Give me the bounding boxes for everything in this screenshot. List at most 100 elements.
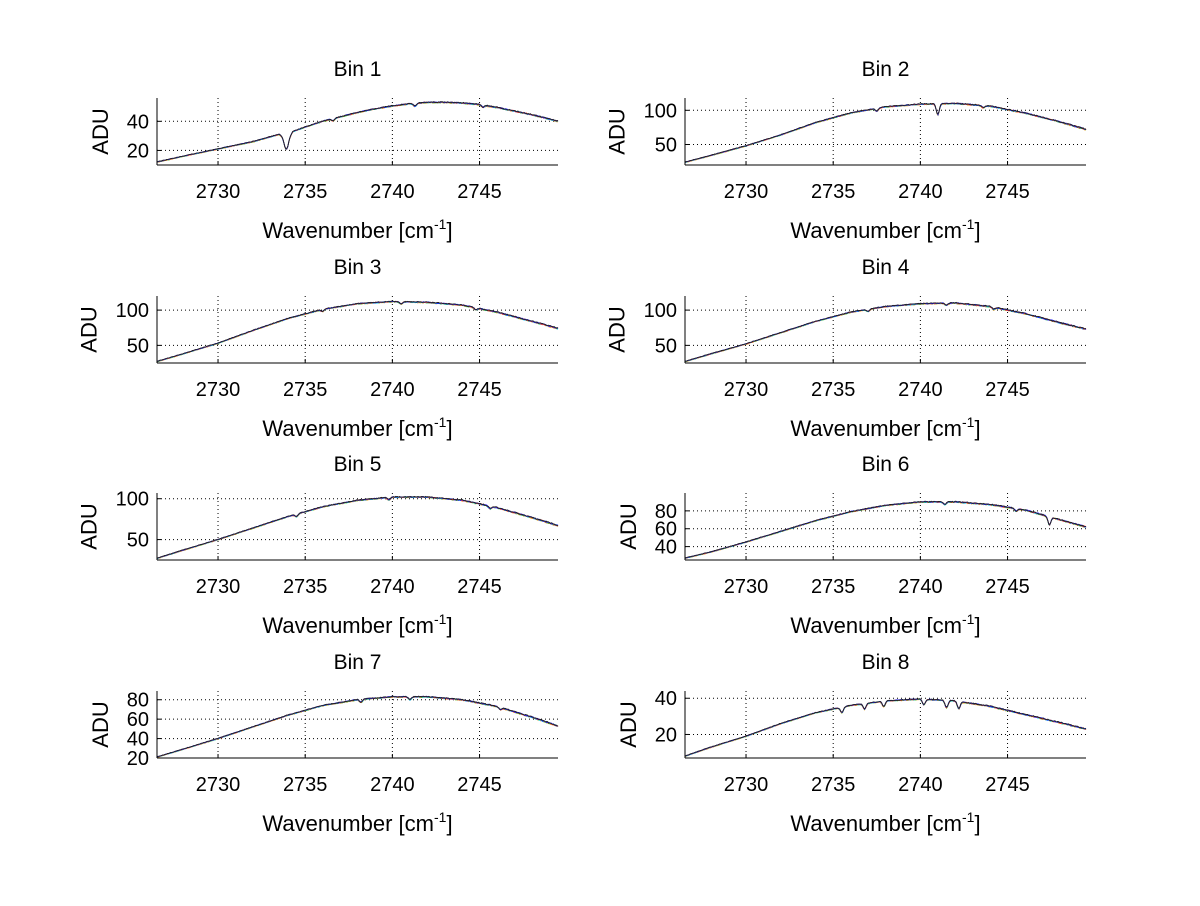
y-tick-label: 80	[127, 690, 149, 712]
y-tick-label: 40	[127, 111, 149, 133]
y-tick-label: 50	[655, 335, 677, 357]
x-tick-label: 2730	[196, 181, 241, 203]
x-tick-label: 2735	[811, 379, 856, 401]
x-tick-label: 2740	[898, 774, 943, 796]
spectrum-trace-6	[684, 102, 1087, 163]
y-tick-label: 20	[127, 748, 149, 770]
x-tick-label: 2745	[985, 576, 1030, 598]
y-axis-label: ADU	[605, 306, 630, 352]
subplot-title: Bin 5	[334, 453, 382, 476]
x-axis-label: Wavenumber [cm-1]	[790, 414, 980, 441]
y-tick-label: 60	[127, 709, 149, 731]
spectrum-trace-6	[156, 495, 559, 559]
x-axis-label: Wavenumber [cm-1]	[262, 216, 452, 243]
x-axis-label: Wavenumber [cm-1]	[790, 216, 980, 243]
subplot-title: Bin 8	[862, 651, 910, 674]
y-axis-label: ADU	[88, 701, 113, 747]
x-tick-label: 2730	[724, 379, 769, 401]
y-tick-label: 100	[644, 100, 677, 122]
x-tick-label: 2730	[724, 181, 769, 203]
x-tick-label: 2730	[196, 379, 241, 401]
x-axis-label: Wavenumber [cm-1]	[262, 809, 452, 836]
spectrum-trace-6	[684, 500, 1087, 559]
subplot-title: Bin 6	[862, 453, 910, 476]
axes-background	[685, 691, 1086, 758]
x-axis-label: Wavenumber [cm-1]	[790, 809, 980, 836]
x-tick-label: 2745	[985, 181, 1030, 203]
subplot-bin-5: 2730 2735 2740 2745 50 100 Bin 5 Wavenumber [cm…	[77, 453, 559, 638]
x-tick-label: 2740	[370, 576, 415, 598]
subplot-bin-3: 2730 2735 2740 2745 50 100 Bin 3 Wavenumber [cm…	[77, 256, 559, 441]
spectrum-trace-6	[684, 698, 1087, 757]
y-axis-label: ADU	[88, 108, 113, 154]
x-tick-label: 2735	[811, 774, 856, 796]
subplot-title: Bin 3	[334, 256, 382, 279]
y-tick-label: 50	[127, 530, 149, 552]
y-tick-label: 20	[127, 140, 149, 162]
x-tick-label: 2745	[457, 379, 502, 401]
subplot-title: Bin 1	[334, 58, 382, 81]
x-tick-label: 2730	[724, 774, 769, 796]
subplot-title: Bin 4	[862, 256, 910, 279]
subplot-bin-8: 2730 2735 2740 2745 20 40 Bin 8 Wavenumber [cm-…	[616, 651, 1087, 836]
x-tick-label: 2745	[457, 576, 502, 598]
x-tick-label: 2740	[898, 379, 943, 401]
y-axis-label: ADU	[77, 503, 102, 549]
y-axis-label: ADU	[616, 701, 641, 747]
x-tick-label: 2730	[196, 576, 241, 598]
x-tick-label: 2730	[196, 774, 241, 796]
spectrum-trace-6	[684, 301, 1087, 362]
x-tick-label: 2735	[283, 774, 328, 796]
y-tick-label: 50	[127, 335, 149, 357]
x-axis-label: Wavenumber [cm-1]	[790, 611, 980, 638]
y-tick-label: 100	[644, 300, 677, 322]
y-tick-label: 40	[655, 537, 677, 559]
spectrum-trace-6	[156, 300, 559, 362]
x-tick-label: 2735	[283, 576, 328, 598]
subplot-title: Bin 7	[334, 651, 382, 674]
y-axis-label: ADU	[616, 503, 641, 549]
spectrum-trace-6	[156, 695, 559, 758]
x-tick-label: 2740	[898, 181, 943, 203]
x-tick-label: 2740	[370, 181, 415, 203]
spectrum-trace-6	[156, 101, 559, 163]
y-tick-label: 20	[655, 724, 677, 746]
axes-background	[685, 493, 1086, 560]
x-axis-label: Wavenumber [cm-1]	[262, 611, 452, 638]
x-tick-label: 2740	[370, 774, 415, 796]
x-tick-label: 2745	[457, 181, 502, 203]
subplot-title: Bin 2	[862, 58, 910, 81]
y-tick-label: 50	[655, 134, 677, 156]
y-tick-label: 40	[655, 688, 677, 710]
x-axis-label: Wavenumber [cm-1]	[262, 414, 452, 441]
x-tick-label: 2740	[370, 379, 415, 401]
y-tick-label: 60	[655, 519, 677, 541]
x-tick-label: 2735	[811, 181, 856, 203]
x-tick-label: 2745	[985, 379, 1030, 401]
y-tick-label: 40	[127, 729, 149, 751]
y-tick-label: 100	[116, 300, 149, 322]
x-tick-label: 2735	[283, 181, 328, 203]
y-tick-label: 80	[655, 501, 677, 523]
y-axis-label: ADU	[605, 108, 630, 154]
x-tick-label: 2745	[457, 774, 502, 796]
x-tick-label: 2735	[811, 576, 856, 598]
axes-background	[157, 493, 558, 560]
subplot-bin-4: 2730 2735 2740 2745 50 100 Bin 4 Wavenumber [cm…	[605, 256, 1087, 441]
x-tick-label: 2730	[724, 576, 769, 598]
subplot-bin-1: 2730 2735 2740 2745 20 40 Bin 1 Wavenumber [cm-…	[88, 58, 559, 243]
x-tick-label: 2740	[898, 576, 943, 598]
axes-background	[157, 98, 558, 165]
y-tick-label: 100	[116, 489, 149, 511]
x-tick-label: 2735	[283, 379, 328, 401]
axes-background	[685, 98, 1086, 165]
y-axis-label: ADU	[77, 306, 102, 352]
axes-background	[157, 296, 558, 363]
axes-background	[157, 691, 558, 758]
x-tick-label: 2745	[985, 774, 1030, 796]
subplot-bin-2: 2730 2735 2740 2745 50 100 Bin 2 Wavenumber [cm…	[605, 58, 1087, 243]
